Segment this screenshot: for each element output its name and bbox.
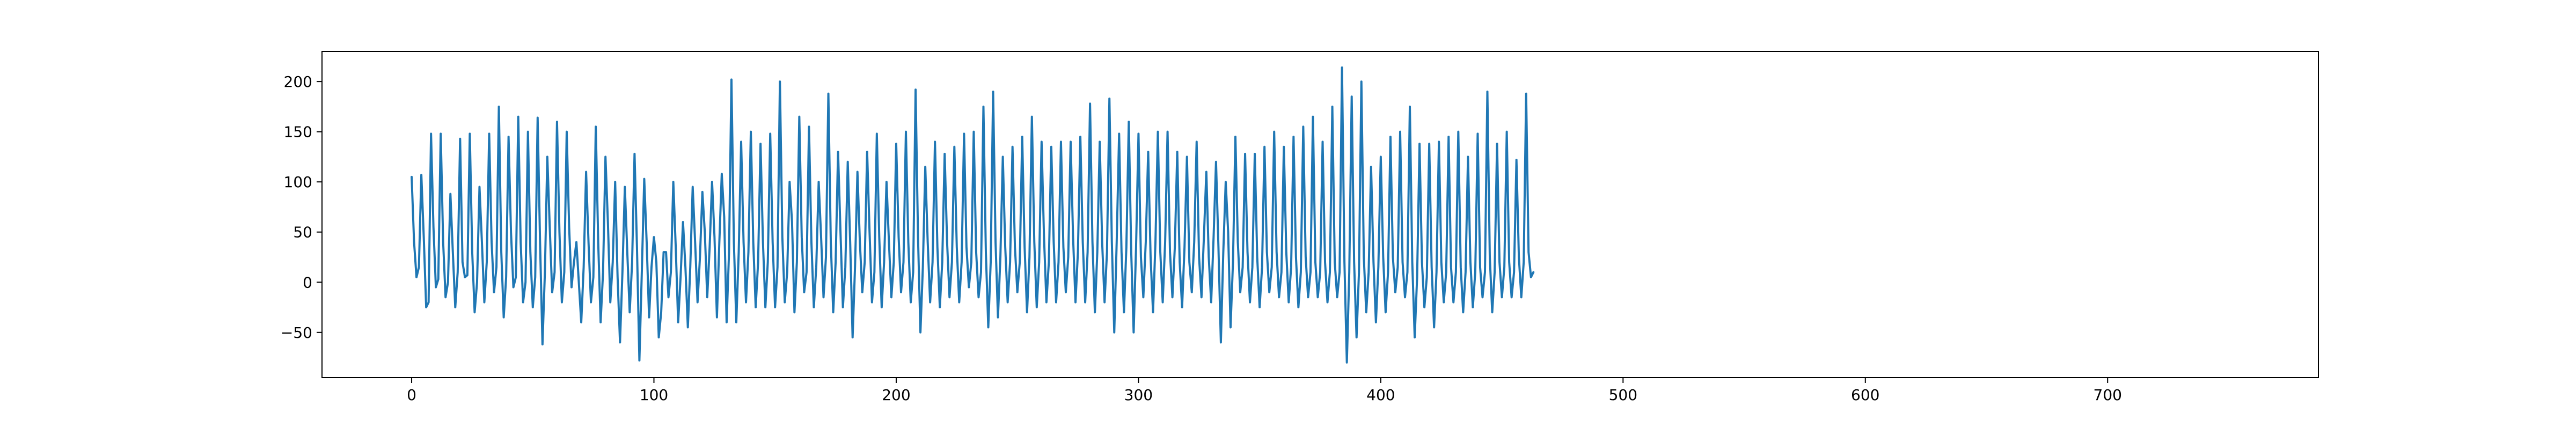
x-tick-label: 100: [640, 386, 668, 404]
x-tick-label: 700: [2094, 386, 2122, 404]
y-tick-label: 150: [284, 123, 312, 141]
x-tick-label: 0: [407, 386, 416, 404]
y-axis: −50 0 50 100 150 200: [281, 73, 322, 342]
y-tick-label: 200: [284, 73, 312, 91]
x-tick-label: 200: [882, 386, 910, 404]
x-tick-label: 500: [1609, 386, 1637, 404]
x-tick-label: 400: [1366, 386, 1395, 404]
x-axis: 0 100 200 300 400 500 600 700: [407, 378, 2122, 404]
series-line-0: [411, 66, 1535, 364]
y-tick-label: 0: [303, 273, 312, 291]
y-tick-label: −50: [281, 324, 312, 342]
data-layer: [411, 66, 1535, 364]
x-tick-label: 600: [1851, 386, 1879, 404]
y-tick-label: 100: [284, 173, 312, 191]
plot-frame: [321, 51, 2319, 378]
y-tick-label: 50: [293, 224, 312, 241]
x-tick-label: 300: [1124, 386, 1153, 404]
